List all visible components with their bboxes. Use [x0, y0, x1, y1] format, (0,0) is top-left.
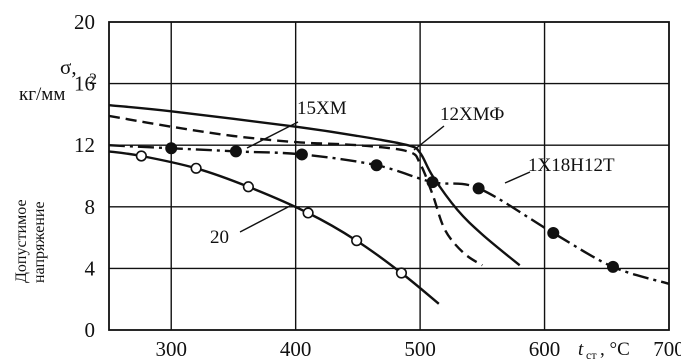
series-layer: [108, 104, 670, 305]
y-tick-label: 12: [74, 133, 95, 157]
y-axis-label-line-2: напряжение: [31, 201, 48, 283]
leader-12xmf: [413, 125, 445, 151]
data-point: [395, 267, 408, 279]
series-1: [108, 114, 483, 267]
label-15xm: 15ХМ: [297, 98, 347, 119]
label-12xmf: 12ХМФ: [440, 104, 504, 125]
data-point: [606, 260, 619, 273]
label-1x18h12t: 1Х18Н12Т: [528, 155, 615, 176]
series-line: [108, 104, 521, 267]
y-axis-title: σ, кг/мм 2 Допустимое напряжение: [13, 55, 97, 283]
x-tick-label: 600: [529, 337, 561, 360]
y-tick-label: 16: [74, 72, 95, 96]
y-axis-unit-superscript: 2: [89, 71, 97, 88]
x-tick-label: 700: [653, 337, 681, 360]
data-point: [190, 162, 202, 174]
data-point: [242, 181, 254, 193]
leader-20: [239, 205, 291, 233]
series-line: [108, 144, 670, 285]
data-point: [229, 145, 242, 158]
data-point: [165, 142, 178, 155]
x-tick-label: 500: [404, 337, 436, 360]
data-point: [135, 150, 147, 162]
x-axis-variable: t: [578, 339, 584, 360]
data-point: [302, 207, 314, 219]
y-tick-label: 20: [74, 10, 95, 34]
plot-frame: [108, 21, 670, 331]
x-tick-label: 300: [155, 337, 187, 360]
tick-labels: 300 400 500 600 700 0 4 8 12 16 20: [74, 10, 681, 360]
x-tick-label: 400: [280, 337, 312, 360]
series-line: [108, 114, 483, 267]
series-line: [108, 150, 440, 305]
y-axis-symbol: σ,: [60, 55, 77, 79]
y-axis-unit: кг/мм: [19, 84, 65, 105]
series-labels: 15ХМ 12ХМФ 1Х18Н12Т 20: [210, 98, 615, 248]
label-20: 20: [210, 227, 229, 248]
grid: [109, 22, 669, 330]
y-tick-label: 4: [85, 256, 96, 280]
leader-15xm: [246, 121, 299, 149]
data-point: [370, 159, 383, 172]
series-3: [108, 150, 440, 305]
y-tick-label: 0: [85, 318, 96, 342]
series-2: [108, 142, 670, 285]
data-point: [472, 182, 485, 195]
x-axis-unit: , °С: [600, 339, 630, 360]
y-axis-label-line-1: Допустимое: [13, 199, 30, 283]
data-point: [547, 226, 560, 239]
x-axis-subscript: ст: [586, 348, 597, 360]
data-point: [351, 235, 363, 247]
y-tick-label: 8: [85, 195, 96, 219]
data-point: [426, 176, 439, 189]
data-point: [295, 148, 308, 161]
series-0: [108, 104, 521, 267]
x-axis-title: t ст , °С: [578, 339, 630, 360]
leader-1x18h12t: [504, 171, 531, 184]
